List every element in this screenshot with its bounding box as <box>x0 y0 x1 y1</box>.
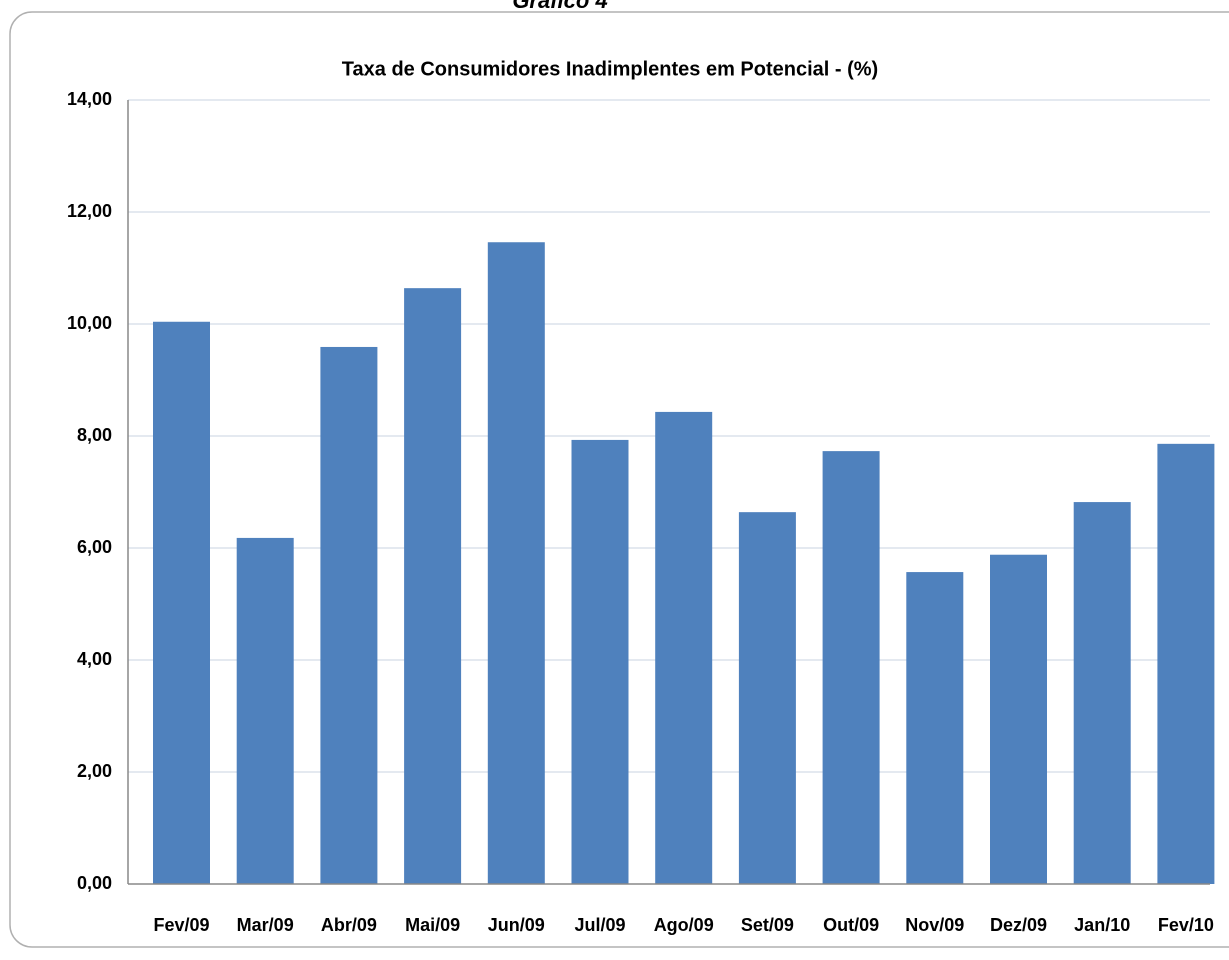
bar <box>404 288 462 884</box>
y-tick-label: 10,00 <box>67 313 112 333</box>
bar <box>320 346 378 885</box>
bar <box>906 572 964 884</box>
chart-title: Taxa de Consumidores Inadimplentes em Po… <box>342 58 878 80</box>
x-tick-label: Mar/09 <box>237 915 294 935</box>
x-tick-label: Jun/09 <box>488 915 545 935</box>
caption: Gráfico 4 <box>512 0 607 13</box>
bar <box>822 451 880 884</box>
bar <box>1073 502 1131 884</box>
x-tick-label: Jul/09 <box>574 915 625 935</box>
y-tick-label: 2,00 <box>77 761 112 781</box>
y-tick-label: 8,00 <box>77 425 112 445</box>
x-tick-label: Dez/09 <box>990 915 1047 935</box>
y-tick-label: 6,00 <box>77 537 112 557</box>
x-tick-label: Fev/09 <box>153 915 209 935</box>
bar <box>487 242 545 885</box>
bar <box>236 537 294 884</box>
bar <box>153 321 210 884</box>
bar <box>1157 443 1215 884</box>
bar <box>571 439 629 884</box>
bar <box>990 554 1047 884</box>
y-tick-label: 0,00 <box>77 873 112 893</box>
x-tick-label: Ago/09 <box>654 915 714 935</box>
y-tick-label: 4,00 <box>77 649 112 669</box>
x-tick-label: Set/09 <box>741 915 794 935</box>
y-tick-label: 12,00 <box>67 201 112 221</box>
x-tick-label: Mai/09 <box>405 915 460 935</box>
bar <box>738 512 796 884</box>
x-tick-label: Fev/10 <box>1158 915 1214 935</box>
x-tick-label: Abr/09 <box>321 915 377 935</box>
x-tick-label: Nov/09 <box>905 915 964 935</box>
bar <box>655 411 713 884</box>
x-tick-label: Out/09 <box>823 915 879 935</box>
x-tick-label: Jan/10 <box>1074 915 1130 935</box>
y-tick-label: 14,00 <box>67 89 112 109</box>
